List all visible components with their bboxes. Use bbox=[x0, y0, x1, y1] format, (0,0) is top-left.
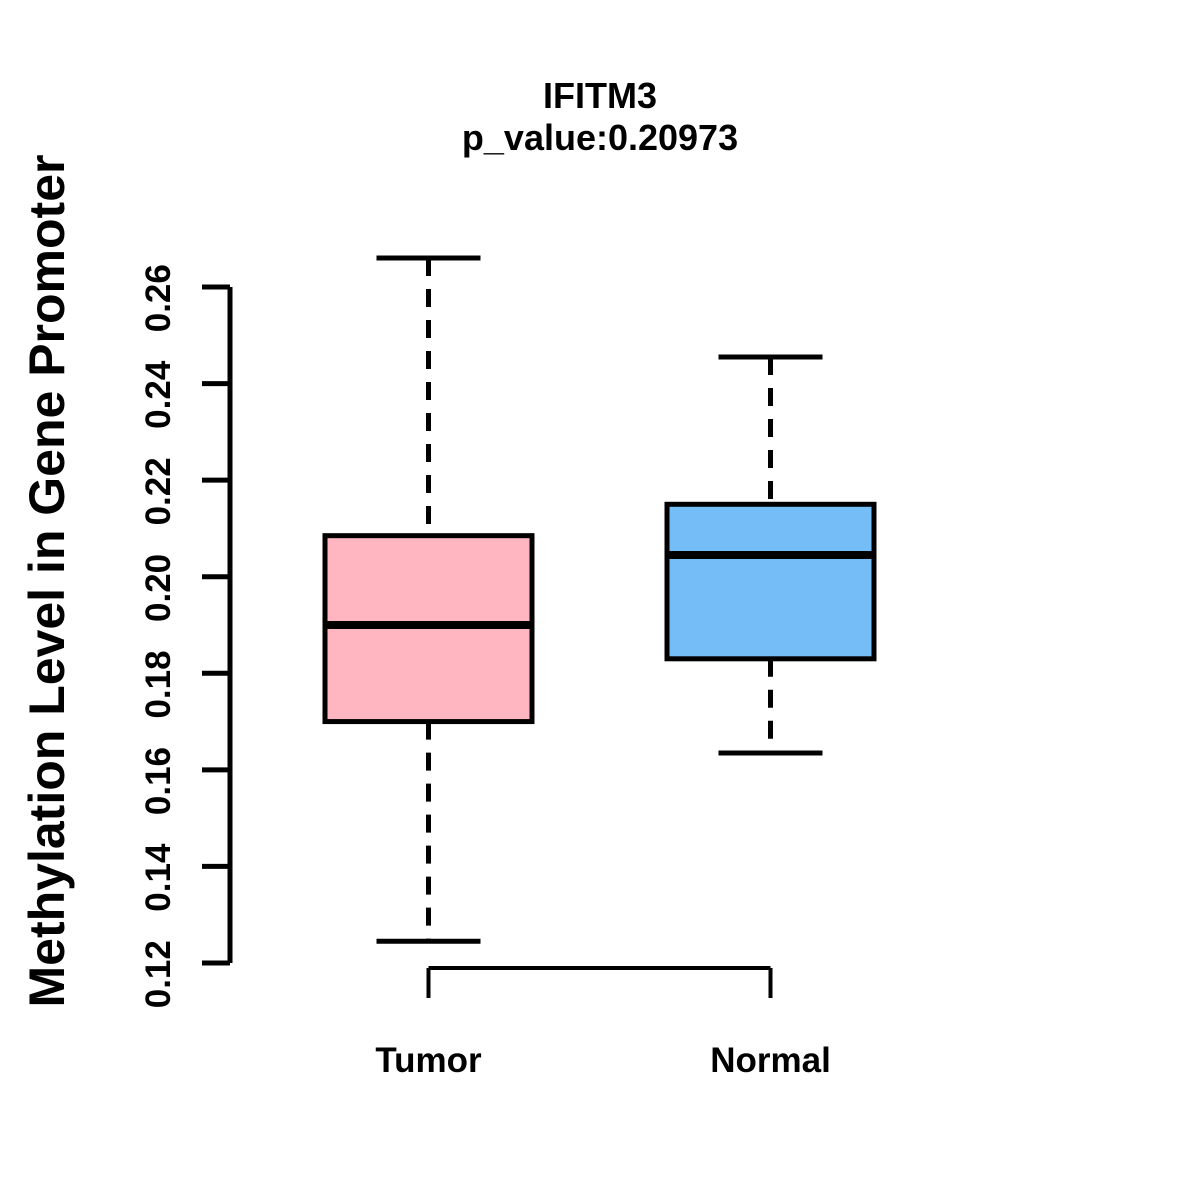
y-axis-tick-label: 0.12 bbox=[139, 940, 178, 1008]
y-axis-tick-label: 0.24 bbox=[139, 360, 178, 429]
chart-subtitle-pvalue: p_value:0.20973 bbox=[461, 117, 739, 158]
y-axis-tick-label: 0.26 bbox=[139, 264, 178, 332]
y-axis-tick-label: 0.20 bbox=[139, 554, 178, 622]
box-normal bbox=[664, 501, 877, 662]
x-axis-label-tumor: Tumor bbox=[375, 1041, 482, 1080]
x-axis-label-normal: Normal bbox=[710, 1041, 831, 1080]
y-axis-tick-label: 0.16 bbox=[139, 747, 178, 815]
y-axis-label: Methylation Level in Gene Promoter bbox=[19, 154, 75, 1008]
chart-title: IFITM3 bbox=[543, 75, 657, 116]
y-axis-tick-label: 0.18 bbox=[139, 650, 178, 718]
y-axis-tick-label: 0.22 bbox=[139, 457, 178, 525]
y-axis-tick-label: 0.14 bbox=[139, 843, 178, 912]
